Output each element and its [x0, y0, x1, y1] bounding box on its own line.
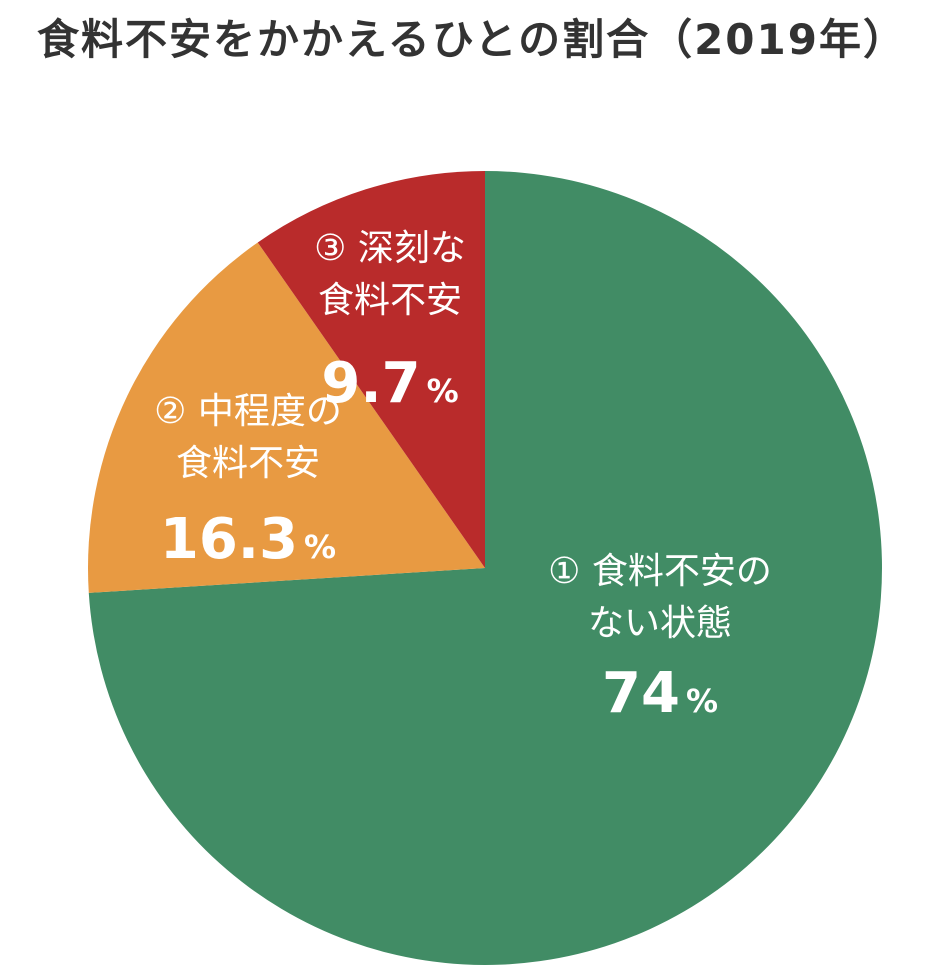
- pie-slice-moderate: [87, 242, 485, 593]
- slice-label-severe-line-2: 食料不安: [318, 280, 462, 321]
- chart-title: 食料不安をかかえるひとの割合（2019年）: [37, 15, 907, 64]
- slice-value-unit-none: %: [686, 682, 718, 720]
- slice-value-number-moderate: 16.3: [160, 507, 298, 572]
- slice-label-severe-line-1: ③ 深刻な: [314, 228, 466, 269]
- slice-label-none-line-1: ① 食料不安の: [548, 551, 772, 592]
- slice-value-unit-moderate: %: [304, 528, 336, 566]
- slice-label-moderate-line-1: ② 中程度の: [154, 391, 342, 432]
- slice-label-none-line-2: ない状態: [588, 603, 732, 644]
- slice-value-none: 74%: [602, 661, 718, 726]
- pie-slice-severe: [257, 171, 485, 568]
- pie-slice-none: [88, 171, 882, 965]
- slice-value-number-none: 74: [602, 661, 680, 726]
- slice-value-unit-severe: %: [427, 372, 459, 410]
- slice-value-severe: 9.7%: [321, 351, 458, 416]
- slice-value-moderate: 16.3%: [160, 507, 336, 572]
- slice-label-moderate-line-2: 食料不安: [176, 443, 320, 484]
- slice-value-number-severe: 9.7: [321, 351, 420, 416]
